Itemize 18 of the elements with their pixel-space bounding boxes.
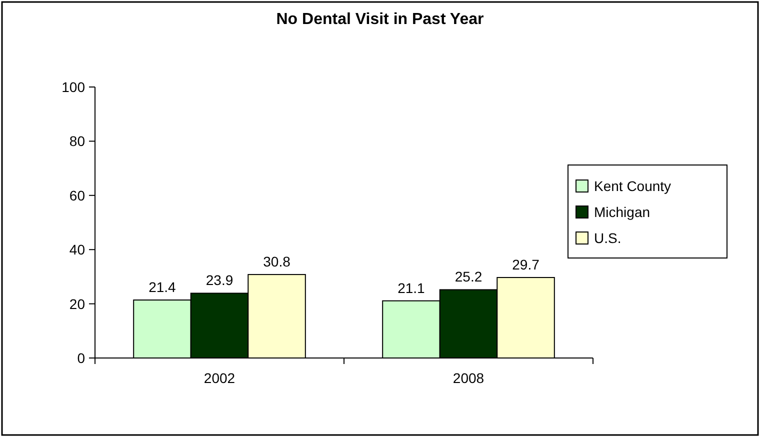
chart-title: No Dental Visit in Past Year <box>276 11 484 28</box>
y-tick-label: 0 <box>77 350 86 366</box>
legend-label: U.S. <box>594 230 622 246</box>
y-tick-label: 40 <box>69 242 86 258</box>
legend-label: Michigan <box>594 204 650 220</box>
y-tick-label: 20 <box>69 296 86 312</box>
data-label: 21.1 <box>398 280 426 296</box>
data-label: 25.2 <box>454 268 482 285</box>
y-tick-label: 60 <box>69 187 86 204</box>
x-tick-label: 2002 <box>204 370 236 386</box>
data-label: 21.4 <box>148 279 176 296</box>
legend-label: Kent County <box>594 178 672 194</box>
x-tick-label: 2008 <box>452 370 484 386</box>
data-label: 29.7 <box>512 256 540 273</box>
y-tick-label: 80 <box>69 133 86 150</box>
data-label: 23.9 <box>206 272 234 288</box>
data-label: 30.8 <box>263 254 291 270</box>
y-tick-label: 100 <box>62 79 86 95</box>
